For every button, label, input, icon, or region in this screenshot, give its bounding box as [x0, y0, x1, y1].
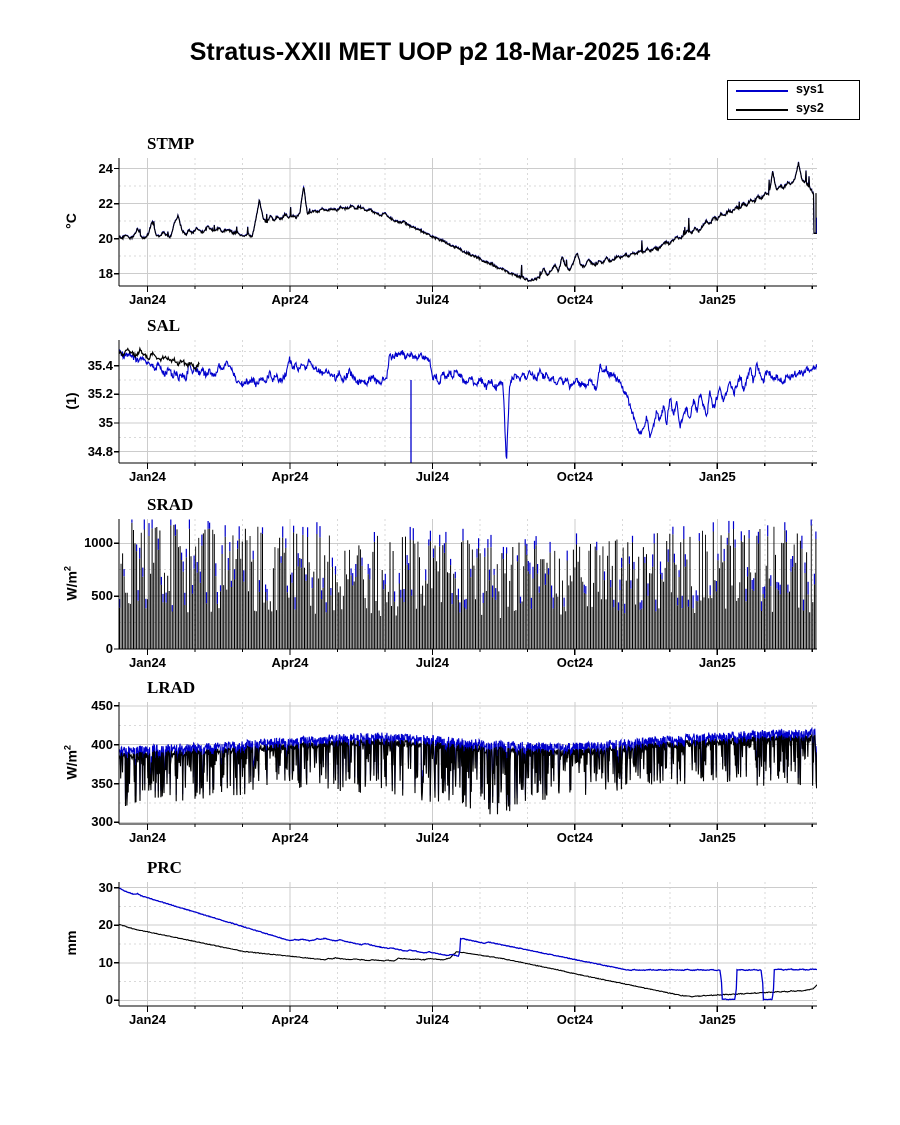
xtick-stmp-2: Jul24	[415, 292, 449, 307]
panel-title-stmp: STMP	[147, 134, 195, 153]
ytick-stmp-3: 24	[98, 160, 113, 176]
ytick-prc-3: 30	[98, 879, 113, 895]
xtick-lrad-1: Apr24	[271, 830, 309, 845]
xtick-prc-1: Apr24	[271, 1012, 309, 1027]
xtick-srad-4: Jan25	[698, 655, 736, 670]
ytick-lrad-2: 400	[91, 736, 113, 752]
ytick-stmp-1: 20	[98, 230, 113, 246]
xtick-stmp-3: Oct24	[556, 292, 593, 307]
xtick-srad-1: Apr24	[271, 655, 309, 670]
ytick-lrad-1: 350	[91, 775, 113, 791]
xtick-sal-3: Oct24	[556, 469, 593, 484]
legend: sys1 sys2	[727, 80, 860, 120]
ytick-lrad-3: 450	[91, 697, 113, 713]
plot-prc	[114, 882, 817, 1012]
panel-title-lrad: LRAD	[147, 678, 196, 697]
xtick-lrad-2: Jul24	[415, 830, 449, 845]
xtick-lrad-4: Jan25	[698, 830, 736, 845]
xtick-lrad-3: Oct24	[556, 830, 593, 845]
ytick-sal-1: 35	[98, 414, 113, 430]
ytick-prc-0: 0	[105, 992, 113, 1008]
plot-stmp	[114, 158, 817, 292]
ytick-srad-2: 1000	[84, 535, 113, 551]
panel-title-prc: PRC	[147, 858, 182, 877]
ytick-srad-0: 0	[105, 641, 113, 656]
xtick-stmp-1: Apr24	[271, 292, 309, 307]
ytick-prc-1: 10	[98, 954, 113, 970]
xtick-prc-4: Jan25	[698, 1012, 736, 1027]
legend-swatch-sys2	[736, 109, 788, 111]
xtick-sal-2: Jul24	[415, 469, 449, 484]
ytick-stmp-0: 18	[98, 265, 113, 281]
ytick-prc-2: 20	[98, 917, 113, 933]
xtick-srad-3: Oct24	[556, 655, 593, 670]
ytick-sal-3: 35.4	[87, 357, 113, 373]
ytick-srad-1: 500	[91, 588, 113, 604]
xtick-prc-2: Jul24	[415, 1012, 449, 1027]
figure-title: Stratus-XXII MET UOP p2 18-Mar-2025 16:2…	[189, 38, 711, 66]
plot-lrad	[114, 702, 817, 830]
legend-entry-sys1: sys1	[728, 81, 861, 101]
legend-swatch-sys1	[736, 90, 788, 92]
xtick-sal-4: Jan25	[698, 469, 736, 484]
ytick-sal-2: 35.2	[87, 386, 113, 402]
panel-title-sal: SAL	[147, 316, 181, 335]
ytick-stmp-2: 22	[98, 195, 113, 211]
xtick-sal-0: Jan24	[129, 469, 166, 484]
xtick-srad-2: Jul24	[415, 655, 449, 670]
xtick-srad-0: Jan24	[129, 655, 166, 670]
legend-label-sys2: sys2	[796, 101, 824, 115]
xtick-prc-3: Oct24	[556, 1012, 593, 1027]
legend-entry-sys2: sys2	[728, 100, 861, 120]
ytick-sal-0: 34.8	[87, 443, 113, 459]
xtick-sal-1: Apr24	[271, 469, 309, 484]
xtick-stmp-0: Jan24	[129, 292, 166, 307]
xtick-lrad-0: Jan24	[129, 830, 166, 845]
plot-srad	[114, 519, 817, 655]
xtick-stmp-4: Jan25	[698, 292, 736, 307]
ytick-lrad-0: 300	[91, 814, 113, 830]
legend-label-sys1: sys1	[796, 82, 824, 96]
plot-sal	[114, 340, 817, 469]
xtick-prc-0: Jan24	[129, 1012, 166, 1027]
panel-title-srad: SRAD	[147, 495, 194, 514]
